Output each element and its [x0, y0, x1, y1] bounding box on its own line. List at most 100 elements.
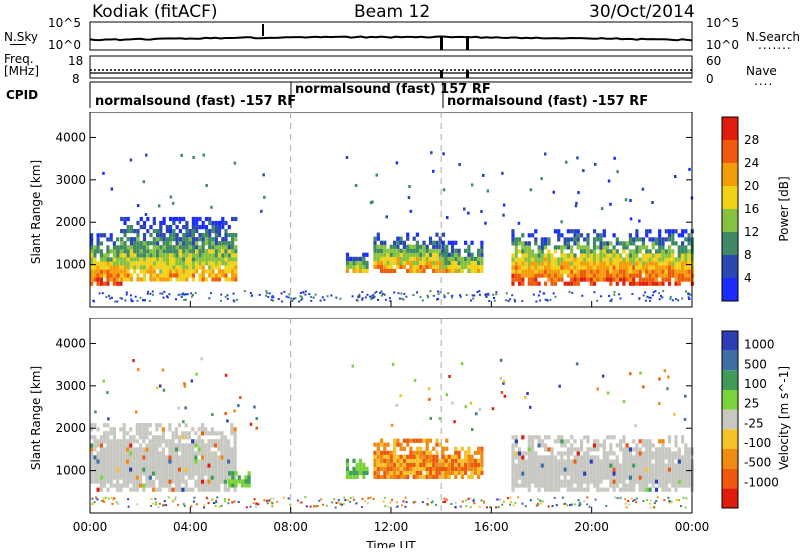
velocity-echo-cell [152, 451, 155, 455]
power-echo-cell [570, 257, 573, 261]
velocity-echo-cell [441, 451, 444, 455]
power-echo-cell [413, 253, 416, 257]
velocity-echo-cell [145, 476, 148, 480]
velocity-echo-cell [194, 463, 197, 467]
velocity-echo-cell [409, 439, 412, 443]
power-echo-cell [383, 257, 386, 261]
power-speckle-cell [172, 202, 175, 205]
velocity-colorbar-swatch [722, 331, 738, 351]
power-noise-cell [613, 294, 615, 296]
velocity-echo-cell [230, 467, 233, 471]
power-echo-cell [100, 257, 103, 261]
velocity-echo-cell [515, 472, 518, 476]
power-echo-cell [185, 269, 188, 273]
velocity-echo-cell [191, 439, 194, 443]
velocity-echo-cell [435, 443, 438, 447]
power-echo-cell [524, 257, 527, 261]
velocity-echo-cell [181, 476, 184, 480]
power-echo-cell [655, 261, 658, 265]
velocity-echo-cell [422, 451, 425, 455]
power-echo-cell [163, 269, 166, 273]
velocity-speckle-cell [607, 392, 610, 395]
velocity-echo-cell [413, 451, 416, 455]
power-echo-cell [373, 249, 376, 253]
velocity-echo-cell [586, 480, 589, 484]
power-echo-cell [130, 273, 133, 277]
velocity-echo-cell [454, 451, 457, 455]
velocity-echo-cell [194, 439, 197, 443]
power-echo-cell [521, 270, 524, 274]
power-echo-cell [400, 237, 403, 241]
power-echo-cell [133, 245, 136, 249]
power-echo-cell [393, 241, 396, 245]
power-echo-cell [454, 241, 457, 245]
velocity-noise-cell [678, 499, 680, 501]
power-echo-cell [416, 269, 419, 273]
velocity-echo-cell [126, 472, 129, 476]
velocity-echo-cell [123, 467, 126, 471]
velocity-echo-cell [204, 480, 207, 484]
power-echo-cell [403, 249, 406, 253]
power-echo-cell [480, 257, 483, 261]
velocity-echo-cell [110, 463, 113, 467]
power-echo-cell [169, 253, 172, 257]
velocity-echo-cell [593, 463, 596, 467]
velocity-echo-cell [586, 484, 589, 488]
power-echo-cell [106, 261, 109, 265]
power-speckle-cell [565, 161, 568, 164]
power-echo-cell [218, 241, 221, 245]
velocity-echo-cell [444, 475, 447, 479]
velocity-echo-cell [511, 435, 514, 439]
power-noise-cell [646, 296, 648, 298]
velocity-echo-cell [396, 475, 399, 479]
velocity-echo-cell [544, 484, 547, 488]
power-noise-cell [377, 299, 379, 301]
power-echo-cell [642, 261, 645, 265]
power-noise-cell [672, 299, 674, 301]
velocity-echo-cell [622, 435, 625, 439]
power-speckle-cell [613, 157, 616, 160]
velocity-echo-cell [155, 447, 158, 451]
velocity-echo-cell [132, 439, 135, 443]
velocity-speckle-cell [163, 389, 166, 392]
velocity-echo-cell [461, 459, 464, 463]
power-echo-cell [477, 265, 480, 269]
velocity-echo-cell [652, 443, 655, 447]
power-echo-cell [221, 217, 224, 221]
velocity-echo-cell [217, 463, 220, 467]
velocity-speckle-cell [667, 376, 670, 379]
power-echo-cell [179, 277, 182, 281]
velocity-echo-cell [567, 488, 570, 492]
power-echo-cell [136, 277, 139, 281]
power-speckle-cell [638, 220, 641, 223]
power-colorbar-swatch [722, 209, 738, 232]
power-echo-cell [149, 277, 152, 281]
power-echo-cell [688, 270, 691, 274]
velocity-echo-cell [554, 455, 557, 459]
velocity-echo-cell [577, 447, 580, 451]
power-echo-cell [551, 282, 554, 286]
power-echo-cell [518, 257, 521, 261]
velocity-echo-cell [547, 447, 550, 451]
velocity-echo-cell [432, 471, 435, 475]
power-echo-cell [622, 266, 625, 270]
velocity-noise-cell [514, 502, 516, 504]
power-echo-cell [349, 261, 352, 265]
power-echo-cell [564, 261, 567, 265]
power-echo-cell [606, 261, 609, 265]
velocity-echo-cell [648, 467, 651, 471]
velocity-speckle-cell [529, 406, 532, 409]
velocity-speckle-cell [156, 386, 159, 389]
velocity-echo-cell [380, 459, 383, 463]
power-echo-cell [387, 253, 390, 257]
velocity-echo-cell [419, 475, 422, 479]
power-echo-cell [524, 261, 527, 265]
velocity-noise-cell [450, 503, 452, 505]
velocity-echo-cell [432, 459, 435, 463]
velocity-echo-cell [231, 471, 234, 475]
power-echo-cell [169, 277, 172, 281]
power-echo-cell [564, 253, 567, 257]
power-speckle-cell [370, 201, 373, 204]
power-echo-cell [518, 261, 521, 265]
power-echo-cell [538, 266, 541, 270]
